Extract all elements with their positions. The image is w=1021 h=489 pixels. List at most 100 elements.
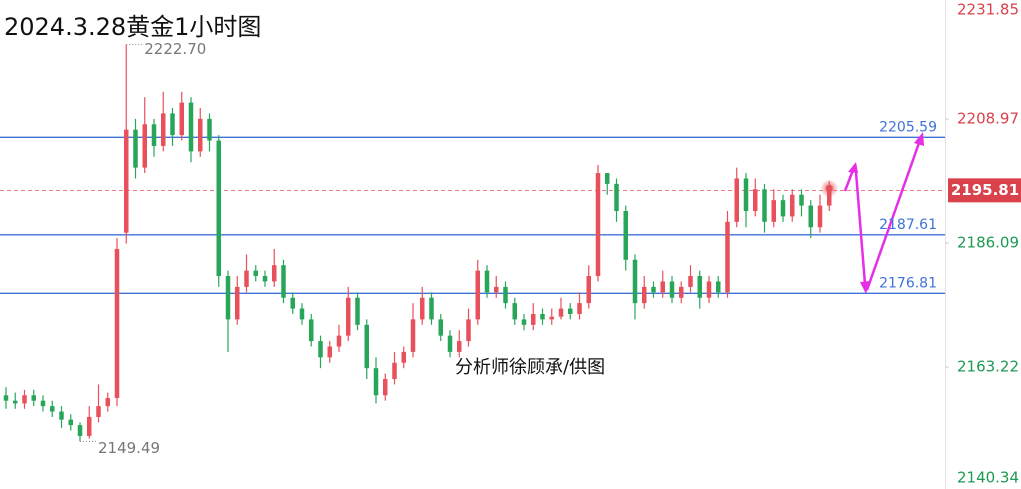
y-tick-label: 2231.85 [957,1,1019,19]
candle-body [494,286,499,293]
candle-body [771,200,776,222]
candle-body [642,286,647,304]
chart-title: 2024.3.28黄金1小时图 [4,13,261,41]
candle-body [318,341,323,358]
y-tick-label: 2163.22 [957,357,1019,375]
candle-body [272,265,277,282]
candle-body [179,102,184,136]
candle-body [188,102,194,152]
candle-body [595,173,601,277]
candle-body [817,205,823,228]
forecast-arrows [843,132,924,294]
candle-body [410,319,416,352]
candle-body [133,129,138,168]
candle-body [161,113,166,146]
candle-body [521,319,527,325]
candle-body [13,400,18,404]
candle-body [438,319,443,336]
y-tick-label: 2208.97 [957,110,1019,128]
candle-body [68,419,73,426]
candle-body [734,178,739,222]
candle-body [151,124,157,146]
candle-body [568,308,573,314]
candle-body [799,194,804,206]
candle-body [244,270,249,287]
candle-body [429,297,434,320]
candle-body [457,341,462,352]
candle-body [632,259,638,304]
candle-body [216,140,221,277]
candle-body [262,276,268,282]
candle-body [336,335,342,347]
candle-body [253,270,258,277]
candle-body [512,303,517,320]
level-label: 2176.81 [879,275,937,291]
candle-body [484,270,490,293]
candle-body [586,276,591,304]
candle-body [281,265,286,298]
candle-body [142,124,147,168]
candle-body [549,316,554,320]
candle-body [790,194,795,217]
candle-body [605,173,610,184]
candle-body [614,183,619,211]
candle-body [651,286,656,293]
candle-body [309,319,314,342]
level-label: 2205.59 [879,119,937,135]
candle-body [22,395,27,404]
watermark: 分析师徐顾承/供图 [455,357,605,378]
candle-body [660,281,665,293]
candle-body [355,297,360,325]
candle-body [577,303,582,314]
candle-body [87,416,92,436]
candle-body [3,395,9,401]
candle-body [383,379,388,396]
candle-body [475,270,480,320]
y-tick-label: 2140.34 [957,469,1019,487]
candle-body [540,313,545,320]
candle-body [827,190,832,206]
candle-body [447,335,453,352]
candle-body [77,425,83,436]
candle-body [753,189,758,211]
candle-body [401,351,406,363]
candle-body [50,406,55,412]
candle-body [124,129,129,233]
candle-body [235,286,240,320]
candle-body [31,395,36,401]
candle-body [697,276,702,298]
candle-body [198,118,203,152]
candle-body [762,189,767,222]
candle-body [725,221,730,293]
candle-body [558,308,564,317]
candle-body [207,118,212,141]
candle-body [669,281,675,298]
candle-body [59,411,64,420]
candle-body [623,210,628,260]
candle-body [688,276,693,287]
candle-body [40,400,46,407]
candle-body [364,324,369,369]
candle-body [299,308,305,320]
candle-body [170,113,175,136]
candle-body [706,281,712,298]
candle-body [716,281,721,293]
candle-body [780,200,786,217]
candle-body [105,397,110,407]
candle-body [531,313,536,325]
candle-body [290,297,295,309]
candle-body [225,276,231,320]
candle-body [466,319,471,342]
y-tick-label: 2186.09 [957,234,1019,252]
high-label: 2222.70 [144,40,206,58]
current-price-box [948,178,1021,203]
low-label: 2149.49 [98,439,160,457]
level-label: 2187.61 [879,217,937,233]
candle-body [392,362,397,380]
candle-body [373,368,379,396]
candle-body [346,297,351,336]
last-price-dot [825,184,833,192]
candle-body [327,346,332,358]
